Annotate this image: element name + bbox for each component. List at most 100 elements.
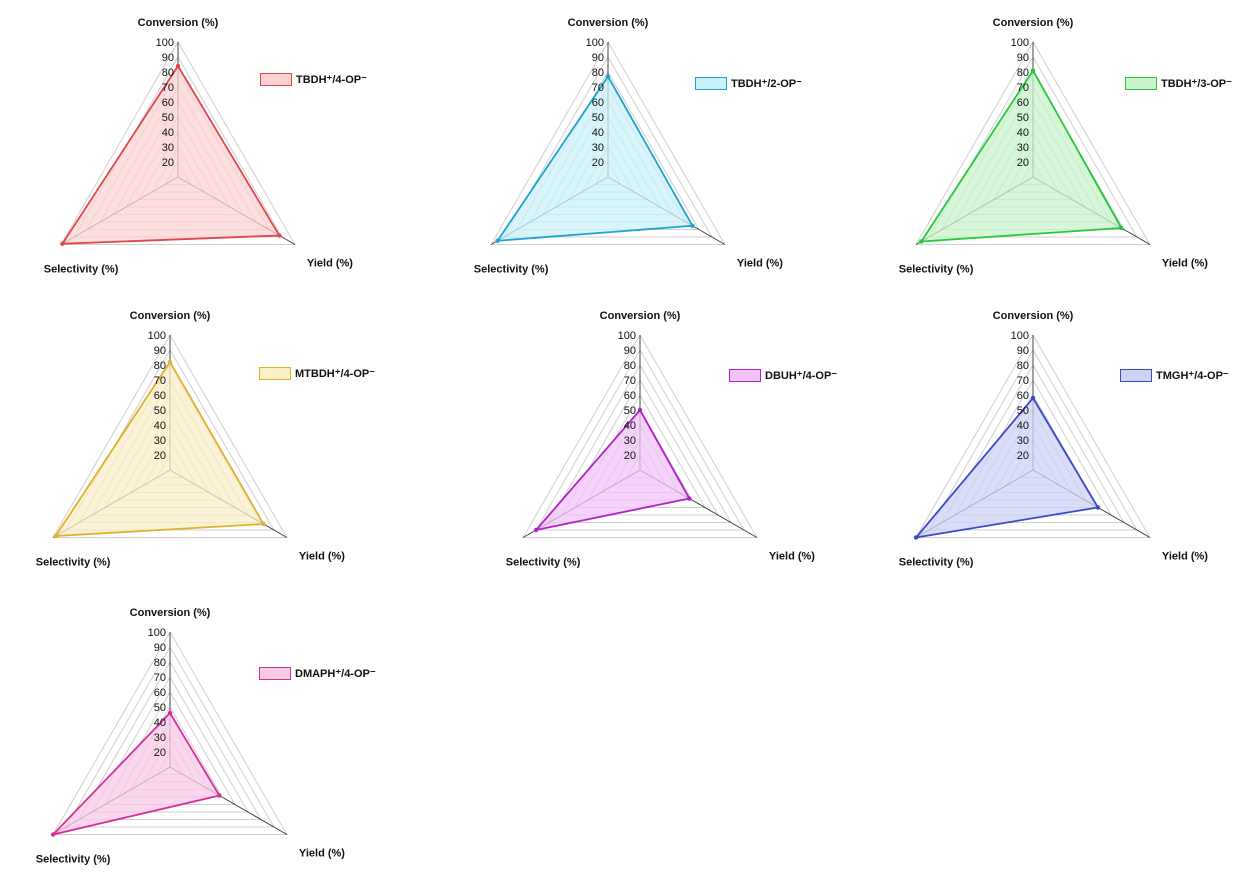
radar-chart-svg: 20 30 40 50 60 70 80 90 100 Conversion (%) Yield (…	[899, 310, 1209, 569]
chart-legend: DMAPH⁺/4-OP⁻	[259, 667, 376, 680]
radar-chart-svg: 20 30 40 50 60 70 80 90 100 Conversion (%) Yield (…	[36, 607, 346, 866]
legend-label: TBDH⁺/2-OP⁻	[731, 78, 802, 90]
legend-swatch	[1125, 77, 1157, 90]
tick-label: 30	[162, 142, 174, 154]
legend-label: TBDH⁺/4-OP⁻	[296, 74, 367, 86]
radar-panel-mtbdh-4op: 20 30 40 50 60 70 80 90 100 Conversion (%) Yield (…	[12, 303, 412, 593]
tick-label: 90	[624, 345, 636, 357]
data-point	[687, 496, 692, 501]
tick-label: 30	[624, 435, 636, 447]
axis-title-selectivity: Selectivity (%)	[36, 557, 111, 569]
tick-label: 50	[162, 112, 174, 124]
data-point	[277, 233, 282, 238]
tick-label: 50	[1017, 405, 1029, 417]
tick-label: 40	[154, 717, 166, 729]
legend-label: DMAPH⁺/4-OP⁻	[295, 668, 376, 680]
data-point	[605, 74, 611, 79]
axis-title-yield: Yield (%)	[1162, 258, 1208, 270]
axis-title-conversion: Conversion (%)	[600, 310, 681, 322]
tick-label: 100	[618, 330, 636, 342]
tick-label: 30	[592, 142, 604, 154]
tick-label: 70	[154, 672, 166, 684]
tick-label: 30	[1017, 435, 1029, 447]
axis-title-yield: Yield (%)	[307, 258, 353, 270]
tick-label: 20	[592, 157, 604, 169]
legend-swatch	[259, 367, 291, 380]
radar-chart-svg: 20 30 40 50 60 70 80 90 100 Conversion (%) Yield (…	[36, 310, 346, 569]
tick-label: 60	[162, 97, 174, 109]
data-point	[167, 359, 173, 365]
tick-label: 80	[162, 67, 174, 79]
axis-title-yield: Yield (%)	[1162, 551, 1208, 563]
tick-label: 60	[154, 390, 166, 402]
tick-label: 100	[1011, 330, 1029, 342]
grid-ring	[78, 660, 262, 820]
tick-label: 40	[162, 127, 174, 139]
tick-label: 90	[162, 52, 174, 64]
tick-label: 90	[154, 345, 166, 357]
tick-label: 50	[154, 702, 166, 714]
tick-label: 40	[154, 420, 166, 432]
tick-label: 80	[592, 67, 604, 79]
data-point	[1095, 505, 1101, 510]
legend-swatch	[259, 667, 291, 680]
axis-title-yield: Yield (%)	[737, 258, 783, 270]
tick-label: 70	[154, 375, 166, 387]
axis-title-conversion: Conversion (%)	[130, 310, 211, 322]
grid-ring	[928, 348, 1138, 531]
data-point	[495, 238, 500, 243]
axis-title-yield: Yield (%)	[299, 551, 345, 563]
grid-ring	[915, 40, 1151, 245]
tick-label: 80	[154, 360, 166, 372]
tick-label: 100	[1011, 37, 1029, 49]
tick-label: 40	[624, 420, 636, 432]
data-point	[53, 533, 58, 539]
grid-ring	[52, 630, 288, 835]
grid-ring	[91, 676, 249, 813]
tick-label: 60	[1017, 97, 1029, 109]
grid-ring	[928, 55, 1138, 238]
tick-label: 80	[154, 657, 166, 669]
tick-label: 100	[586, 37, 604, 49]
data-point	[60, 241, 65, 246]
grid-ring	[548, 363, 732, 523]
tick-label: 20	[162, 157, 174, 169]
tick-label: 50	[592, 112, 604, 124]
radar-panel-tmgh-4op: 20 30 40 50 60 70 80 90 100 Conversion (%) Yield (…	[875, 303, 1237, 593]
tick-label: 40	[1017, 127, 1029, 139]
data-series-area	[60, 64, 281, 245]
axis-title-selectivity: Selectivity (%)	[899, 557, 974, 569]
grid-ring	[915, 333, 1151, 538]
axis-title-selectivity: Selectivity (%)	[474, 264, 549, 276]
tick-label: 60	[592, 97, 604, 109]
legend-swatch	[1120, 369, 1152, 382]
axis-title-selectivity: Selectivity (%)	[44, 264, 119, 276]
data-series-area	[919, 68, 1123, 243]
tick-label: 70	[162, 82, 174, 94]
radar-panel-tbdh-2op: 20 30 40 50 60 70 80 90 100 Conversion (%) Yield (…	[450, 10, 850, 300]
data-point	[913, 535, 919, 540]
data-point	[1030, 68, 1036, 73]
tick-label: 100	[148, 330, 166, 342]
chart-legend: TBDH⁺/2-OP⁻	[695, 77, 802, 90]
data-series-area	[53, 360, 266, 538]
data-point	[217, 793, 222, 798]
tick-label: 70	[592, 82, 604, 94]
tick-label: 30	[154, 435, 166, 447]
grid-ring	[522, 333, 758, 538]
grid-ring	[561, 379, 719, 516]
radar-chart-svg: 20 30 40 50 60 70 80 90 100 Conversion (%) Yield (…	[474, 17, 784, 276]
data-point	[533, 527, 539, 533]
legend-label: DBUH⁺/4-OP⁻	[765, 370, 838, 382]
axis-title-yield: Yield (%)	[769, 551, 815, 563]
legend-swatch	[729, 369, 761, 382]
tick-label: 50	[624, 405, 636, 417]
radar-panel-tbdh-4op: 20 30 40 50 60 70 80 90 100 Conversion (%) Yield (…	[20, 10, 420, 300]
data-point	[1030, 395, 1036, 401]
chart-legend: MTBDH⁺/4-OP⁻	[259, 367, 375, 380]
grid-ring	[52, 333, 288, 538]
data-point	[1119, 225, 1124, 231]
axis-title-conversion: Conversion (%)	[993, 17, 1074, 29]
chart-legend: TMGH⁺/4-OP⁻	[1120, 369, 1229, 382]
tick-label: 50	[154, 405, 166, 417]
